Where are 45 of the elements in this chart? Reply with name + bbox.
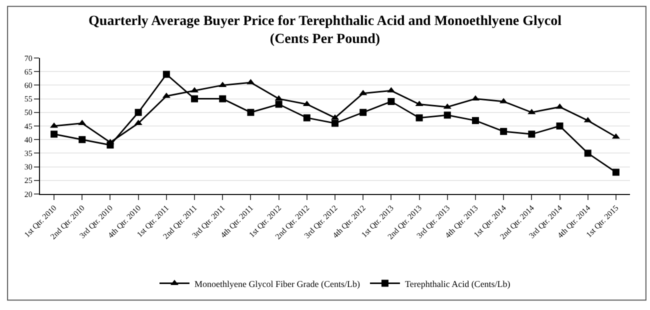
y-tick-label: 30	[24, 162, 32, 172]
y-tick-label: 50	[24, 108, 32, 118]
point	[359, 90, 368, 96]
point	[246, 78, 255, 84]
point	[388, 98, 395, 106]
y-tick-label: 65	[24, 67, 32, 76]
chart-title: Quarterly Average Buyer Price for Terephthalic Acid and Monoethlyene Glycol	[88, 14, 562, 29]
y-tick-label: 40	[24, 135, 32, 144]
point	[219, 95, 226, 102]
point	[162, 70, 170, 78]
point	[274, 95, 283, 101]
y-tick-label: 35	[24, 149, 32, 158]
point	[50, 130, 58, 138]
point	[528, 108, 536, 114]
chart-subtitle: (Cents Per Pound)	[270, 32, 380, 47]
point	[247, 108, 254, 116]
y-tick-label: 45	[24, 122, 32, 131]
point	[444, 112, 451, 119]
point	[612, 133, 620, 139]
point	[500, 128, 508, 135]
point	[303, 114, 310, 122]
point	[556, 103, 564, 109]
point	[78, 120, 86, 126]
point	[584, 150, 592, 157]
legend-label: Monoethlyene Glycol Fiber Grade (Cents/Lb)	[194, 278, 360, 289]
point	[612, 168, 620, 176]
point	[360, 108, 367, 116]
point	[472, 117, 479, 124]
point	[134, 120, 142, 126]
point	[443, 103, 452, 109]
y-tick-label: 70	[24, 54, 32, 63]
y-tick-label: 25	[24, 176, 32, 186]
point	[191, 95, 198, 102]
point	[78, 136, 86, 144]
y-tick-label: 60	[24, 81, 32, 90]
y-tick-label: 55	[24, 94, 32, 104]
point	[556, 122, 564, 130]
legend-label: Terephthalic Acid (Cents/Lb)	[404, 278, 510, 289]
point	[332, 120, 338, 127]
point	[275, 100, 282, 108]
point	[416, 114, 423, 122]
point	[134, 108, 142, 116]
point	[106, 138, 114, 144]
y-tick-label: 20	[24, 190, 32, 199]
point	[528, 130, 536, 138]
